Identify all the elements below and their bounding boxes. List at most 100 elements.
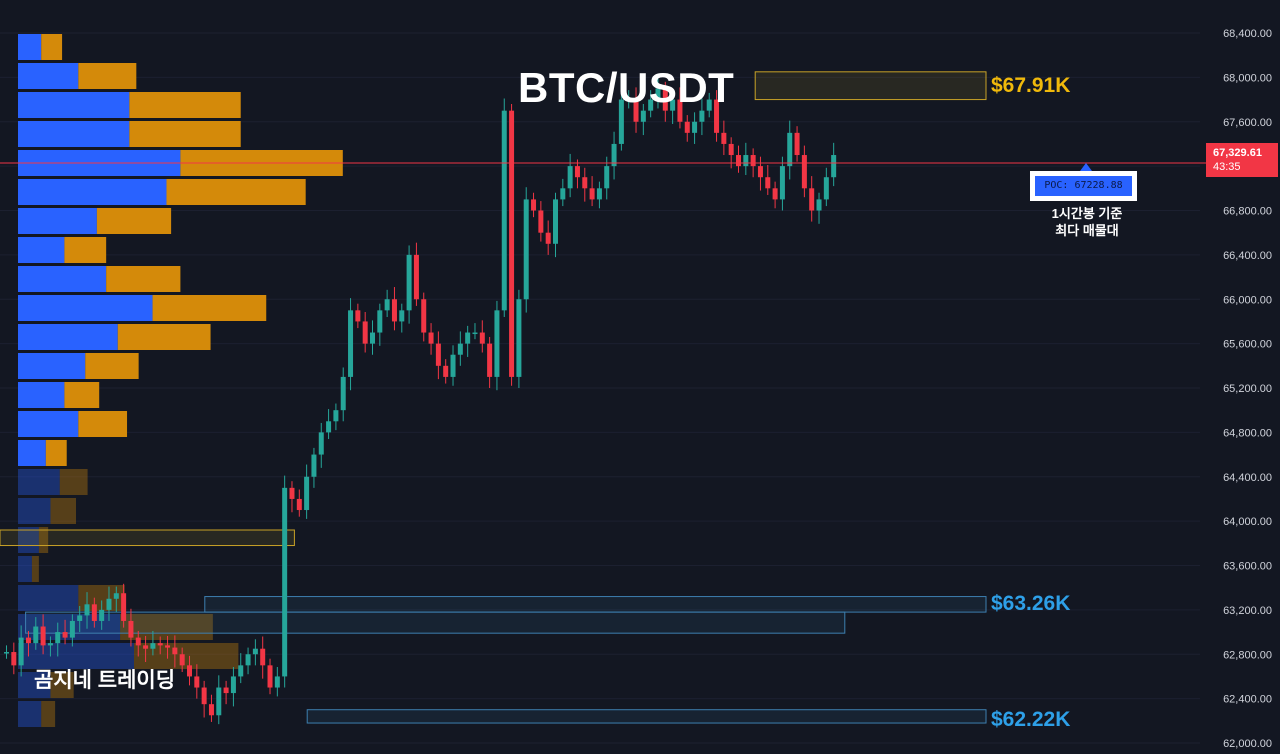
candle-body [772, 188, 778, 200]
candle-body [618, 99, 624, 144]
candle-body [435, 343, 441, 366]
candle-body [757, 166, 763, 178]
candle-body [267, 665, 273, 688]
candle-body [479, 332, 485, 344]
volume-bar-sell [59, 469, 88, 495]
volume-bar-sell [50, 498, 76, 524]
candle-body [157, 643, 163, 646]
candle-body [106, 598, 112, 610]
y-tick-label: 63,200.00 [1223, 605, 1272, 617]
volume-bar-buy [18, 208, 97, 234]
candle-body [699, 110, 705, 122]
y-tick-label: 62,000.00 [1223, 738, 1272, 750]
candle-body [230, 676, 236, 694]
poc-badge[interactable]: POC: 67228.88 [1030, 171, 1137, 201]
volume-bar-sell [166, 179, 306, 205]
volume-bar-sell [64, 382, 100, 408]
candle-body [443, 365, 449, 377]
candle-body [809, 188, 815, 211]
candle-body [55, 632, 61, 644]
candle-body [516, 299, 522, 377]
poc-annotation: 1시간봉 기준 최다 매물대 [1034, 205, 1140, 239]
candle-body [304, 476, 310, 511]
y-tick-label: 65,200.00 [1223, 383, 1272, 395]
candle-body [714, 99, 720, 133]
support-level-label-low: $62.22K [991, 708, 1071, 731]
candle-body [640, 110, 646, 122]
candle-body [62, 632, 68, 638]
y-tick-label: 68,000.00 [1223, 72, 1272, 84]
candle-body [648, 99, 654, 111]
candle-body [421, 299, 427, 333]
candle-body [223, 687, 229, 694]
candle-body [794, 132, 800, 156]
poc-pointer-icon [1080, 163, 1092, 171]
volume-bar-buy [18, 643, 134, 669]
chart-grid [0, 32, 1200, 744]
volume-bar-sell [117, 324, 211, 350]
y-tick-label: 66,000.00 [1223, 294, 1272, 306]
candle-body [150, 643, 156, 649]
candle-body [179, 654, 185, 666]
volume-bar-buy [18, 295, 153, 321]
candle-body [25, 637, 31, 644]
candle-body [187, 665, 192, 677]
candle-body [143, 645, 149, 649]
candle-body [399, 310, 405, 322]
candle-body [728, 143, 734, 156]
price-zone [0, 529, 295, 547]
candle-body [165, 645, 171, 648]
volume-bar-sell [41, 701, 56, 727]
candle-body [531, 199, 537, 211]
candle-body [18, 637, 24, 666]
candle-body [567, 166, 573, 189]
candle-countdown: 43:35 [1213, 161, 1241, 173]
candle-body [355, 310, 361, 322]
candle-body [736, 155, 741, 167]
poc-note-line2: 최다 매물대 [1055, 223, 1119, 238]
candle-body [91, 604, 97, 621]
support-level-label: $63.26K [991, 592, 1071, 615]
y-tick-label: 67,600.00 [1223, 117, 1272, 129]
volume-bar-sell [31, 556, 39, 582]
poc-label: POC: 67228.88 [1035, 176, 1132, 196]
candle-body [113, 593, 119, 599]
y-tick-label: 64,800.00 [1223, 427, 1272, 439]
candle-body [677, 99, 683, 122]
volume-bar-buy [18, 382, 65, 408]
candle-body [501, 110, 507, 311]
candle-body [787, 132, 793, 167]
volume-bar-buy [18, 237, 65, 263]
volume-bar-buy [18, 353, 86, 379]
candle-body [201, 687, 207, 705]
volume-bar-buy [18, 556, 32, 582]
volume-bar-buy [18, 701, 42, 727]
volume-bar-buy [18, 179, 167, 205]
candle-body [487, 343, 493, 377]
candle-body [765, 177, 771, 189]
candle-body [816, 199, 822, 211]
volume-bar-sell [45, 440, 67, 466]
candle-body [84, 604, 90, 616]
candle-body [333, 410, 339, 422]
candle-body [40, 626, 46, 646]
price-zone [25, 611, 846, 634]
candle-body [450, 354, 456, 377]
candle-body [633, 99, 639, 122]
candle-body [289, 487, 295, 499]
candle-body [4, 652, 9, 654]
candle-body [589, 188, 595, 200]
price-zone [204, 596, 987, 613]
candle-body [252, 648, 258, 655]
volume-bar-sell [120, 614, 213, 640]
poc-note-line1: 1시간봉 기준 [1051, 206, 1123, 221]
y-tick-label: 65,600.00 [1223, 339, 1272, 351]
candle-body [721, 132, 727, 144]
candle-body [655, 88, 661, 100]
candle-body [311, 454, 317, 477]
volume-bar-buy [18, 672, 51, 698]
candle-body [706, 99, 712, 111]
volume-bar-buy [18, 324, 118, 350]
volume-bar-buy [18, 92, 130, 118]
